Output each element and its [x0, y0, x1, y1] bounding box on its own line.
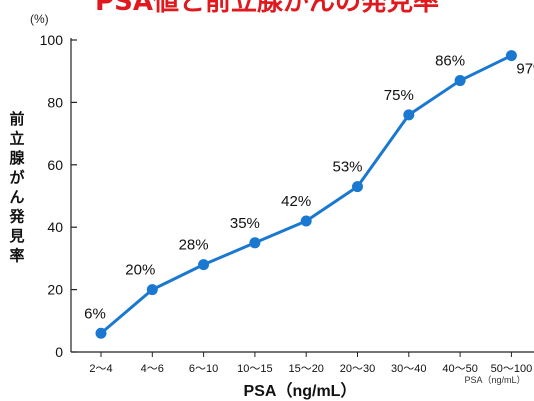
data-point — [300, 215, 312, 227]
data-point — [403, 109, 415, 121]
chart-title: PSA値と前立腺がんの発見率 — [95, 0, 439, 17]
x-axis-label: PSA（ng/mL） — [244, 382, 357, 400]
y-tick-label: 20 — [47, 282, 63, 298]
data-point — [352, 181, 363, 193]
y-axis-label-char: 前 — [9, 110, 24, 128]
data-label: 6% — [84, 305, 106, 322]
y-axis-label-char: 率 — [9, 247, 24, 265]
x-tick-label: 30～40 — [391, 363, 426, 375]
y-tick-label: 80 — [47, 94, 63, 110]
y-tick-label: 100 — [40, 32, 64, 48]
x-tick-label: 6～10 — [189, 363, 218, 375]
y-tick-label: 60 — [47, 157, 63, 173]
x-tick-label: 10～15 — [237, 363, 272, 375]
y-ticks: 0 20 40 60 80 100 — [40, 32, 77, 360]
y-axis-label-char: 立 — [9, 130, 24, 148]
data-labels: 6% 20% 28% 35% 42% 53% 75% 86% 97% — [84, 53, 534, 323]
data-label: 35% — [230, 215, 260, 232]
x-tick-label: 20～30 — [340, 363, 375, 375]
data-label: 86% — [435, 53, 465, 70]
data-label: 75% — [384, 87, 414, 104]
x-tick-label: 4～6 — [141, 363, 164, 375]
x-tick-label: 15～20 — [288, 363, 323, 375]
data-point — [95, 327, 107, 339]
data-label: 97% — [516, 61, 534, 78]
x-tick-label: 40～50 — [442, 363, 477, 375]
x-axis-corner-label: PSA（ng/mL） — [464, 375, 525, 385]
y-axis-label-char: 見 — [8, 227, 24, 245]
y-axis-label-char: 腺 — [9, 149, 25, 167]
data-point — [198, 259, 210, 271]
data-point — [249, 237, 261, 249]
y-axis-label-char: が — [9, 169, 25, 187]
y-axis-label-char: ん — [9, 188, 24, 206]
data-label: 53% — [332, 159, 362, 176]
y-unit-label: (%) — [30, 12, 49, 26]
x-tick-label: 50～100 — [491, 363, 533, 375]
series-line — [95, 50, 517, 339]
data-label: 42% — [281, 193, 311, 210]
y-tick-label: 0 — [55, 344, 63, 360]
y-axis-label-char: 発 — [8, 208, 25, 226]
data-point — [454, 75, 466, 87]
data-label: 28% — [179, 237, 209, 254]
y-tick-label: 40 — [47, 219, 63, 235]
x-ticks: 2～4 4～6 6～10 10～15 15～20 20～30 30～40 40～50 50～10… — [89, 352, 532, 375]
data-point — [146, 284, 158, 296]
data-label: 20% — [125, 262, 155, 279]
x-tick-label: 2～4 — [89, 363, 112, 375]
data-point — [505, 50, 517, 62]
